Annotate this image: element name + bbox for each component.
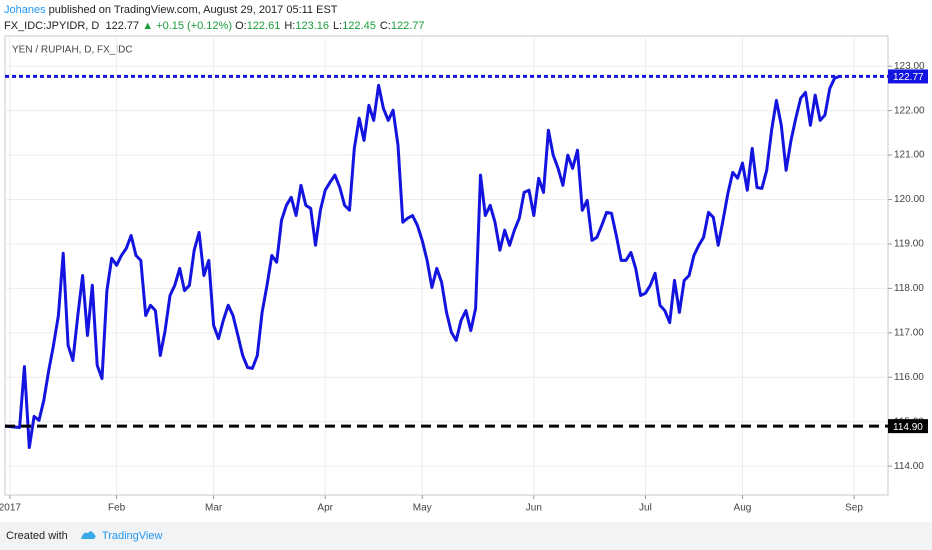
ohlc: O:122.61 H:123.16 L:122.45 C:122.77 <box>235 20 428 32</box>
y-tick-label: 123.00 <box>894 61 925 72</box>
ohlc-value: 122.45 <box>342 20 376 32</box>
x-tick-label: May <box>413 503 432 514</box>
plot-frame <box>4 35 889 496</box>
x-tick-label: Aug <box>734 503 752 514</box>
change: +0.15 (+0.12%) <box>156 20 232 32</box>
symbol: FX_IDC:JPYIDR, D <box>4 20 100 32</box>
x-tick-label: 2017 <box>0 503 21 514</box>
x-tick-label: Apr <box>317 503 333 514</box>
ohlc-key: C: <box>379 20 391 32</box>
quote-line: FX_IDC:JPYIDR, D 122.77 ▲ +0.15 (+0.12%)… <box>4 18 429 34</box>
author[interactable]: Johanes <box>4 4 46 16</box>
brand[interactable]: TradingView <box>101 530 163 542</box>
ohlc-key: L: <box>333 20 343 32</box>
x-tick-label: Jul <box>639 503 652 514</box>
footer: Created with TradingView <box>0 522 932 550</box>
y-tick-label: 121.00 <box>894 150 925 161</box>
ohlc-key: H: <box>284 20 296 32</box>
x-tick-label: Jun <box>526 503 542 514</box>
logo <box>80 531 96 539</box>
y-tick-label: 119.00 <box>894 239 924 250</box>
ohlc-value: 122.61 <box>246 20 281 32</box>
price-line <box>4 74 841 449</box>
created: Created with <box>6 530 68 542</box>
arrow: ▲ <box>142 20 154 32</box>
legend: YEN / RUPIAH, D, FX_IDC <box>12 45 133 56</box>
ohlc-key: O: <box>235 20 247 32</box>
published: published on TradingView.com, August 29,… <box>48 4 338 16</box>
x-tick-label: Feb <box>108 503 126 514</box>
y-tick-label: 118.00 <box>894 283 924 294</box>
price-tag-label: 122.77 <box>893 72 924 83</box>
y-tick-label: 114.00 <box>894 461 924 472</box>
header: Johanes published on TradingView.com, Au… <box>4 2 429 34</box>
publish-line: Johanes published on TradingView.com, Au… <box>4 2 429 18</box>
y-tick-label: 117.00 <box>894 327 924 338</box>
price-tag-label: 114.90 <box>893 422 923 433</box>
x-tick-label: Sep <box>845 503 863 514</box>
price-tag <box>888 69 928 84</box>
ohlc-value: 123.16 <box>295 20 329 32</box>
ohlc-value: 122.77 <box>390 20 425 32</box>
chart: YEN / RUPIAH, D, FX_IDC 114.00115.00116.… <box>0 35 928 514</box>
last: 122.77 <box>105 20 140 32</box>
y-tick-label: 116.00 <box>894 372 924 383</box>
x-tick-label: Mar <box>205 503 223 514</box>
y-tick-label: 122.00 <box>894 105 925 116</box>
price-tag <box>888 419 928 434</box>
y-tick-label: 120.00 <box>894 194 925 205</box>
